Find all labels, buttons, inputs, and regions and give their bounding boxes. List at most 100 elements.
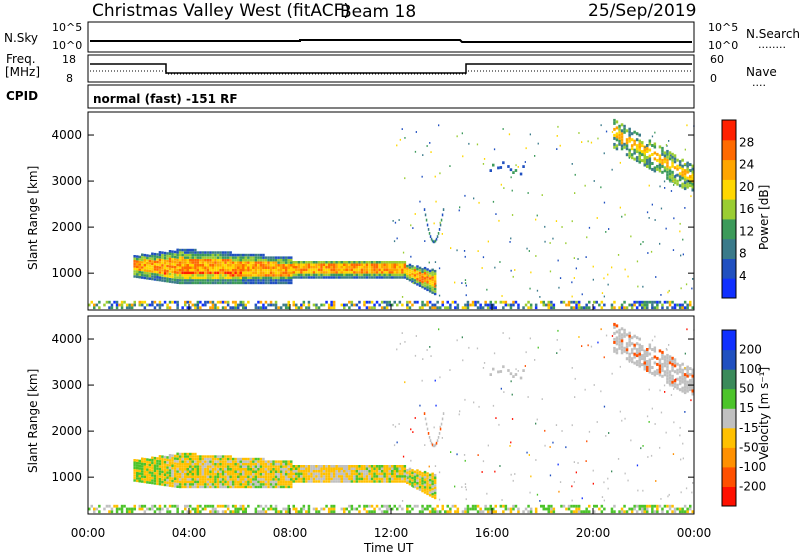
power-cell: [628, 127, 631, 131]
power-cell: [237, 256, 240, 259]
velocity-cell: [678, 379, 682, 383]
power-cell: [216, 271, 220, 275]
velocity-cell: [191, 478, 194, 481]
velocity-cell: [574, 377, 576, 380]
power-cell: [148, 269, 152, 273]
power-cell: [487, 240, 489, 243]
power-cell: [605, 231, 607, 233]
power-cell: [671, 158, 674, 162]
power-cell: [338, 261, 341, 264]
velocity-cell: [428, 436, 431, 439]
power-cell: [666, 170, 669, 174]
velocity-cell: [620, 510, 624, 514]
power-cell: [269, 279, 273, 282]
power-cell: [163, 264, 167, 267]
velocity-cell: [340, 507, 343, 511]
velocity-cell: [638, 364, 641, 368]
velocity-cell: [242, 510, 245, 514]
power-cell: [297, 271, 301, 274]
velocity-cell: [663, 504, 667, 508]
velocity-cell: [630, 336, 634, 340]
power-cell: [421, 306, 424, 310]
power-cell: [661, 161, 664, 165]
power-cell: [503, 187, 505, 189]
power-cell: [428, 279, 432, 283]
power-cell: [547, 300, 550, 304]
velocity-cell: [338, 475, 341, 478]
power-cell: [244, 306, 247, 310]
power-cell: [441, 213, 444, 217]
power-cell: [254, 253, 258, 257]
velocity-cell: [510, 441, 512, 444]
power-cell: [620, 144, 624, 148]
power-cell: [209, 258, 212, 262]
velocity-cell: [151, 476, 154, 480]
velocity-cell: [234, 473, 237, 476]
velocity-cell: [373, 477, 376, 481]
power-cell: [691, 173, 694, 177]
power-cell: [168, 255, 172, 258]
power-cell: [535, 218, 537, 221]
power-cell: [668, 172, 672, 176]
power-cell: [422, 154, 424, 156]
velocity-cell: [542, 504, 545, 508]
velocity-colorbar-tick-label: -15: [739, 421, 759, 435]
velocity-cell: [239, 460, 242, 463]
power-cell: [292, 273, 295, 277]
power-cell: [486, 306, 490, 310]
velocity-cell: [562, 504, 566, 508]
velocity-cell: [431, 510, 434, 514]
power-cell: [224, 269, 227, 272]
velocity-cell: [522, 510, 525, 514]
velocity-cell: [244, 465, 247, 468]
velocity-cell: [257, 457, 260, 461]
velocity-cell: [423, 470, 427, 474]
power-cell: [585, 256, 587, 258]
velocity-cell: [426, 492, 429, 496]
velocity-cell: [663, 361, 667, 365]
velocity-cell: [178, 460, 182, 463]
power-cell: [287, 281, 290, 285]
power-cell: [671, 161, 674, 165]
velocity-cell: [424, 444, 426, 446]
power-cell: [284, 281, 288, 285]
velocity-cell: [418, 480, 422, 484]
velocity-cell: [431, 482, 434, 486]
velocity-cell: [433, 491, 437, 495]
power-cell: [545, 303, 548, 307]
velocity-cell: [567, 507, 571, 511]
power-cell: [234, 253, 237, 257]
velocity-cell: [360, 472, 364, 476]
power-cell: [416, 270, 419, 273]
velocity-cell: [385, 465, 389, 468]
velocity-cell: [428, 483, 432, 487]
power-cell: [465, 294, 467, 297]
power-cell: [158, 251, 162, 254]
velocity-cell: [252, 460, 255, 463]
velocity-cell: [401, 477, 404, 481]
velocity-cell: [161, 480, 164, 484]
velocity-cell: [226, 475, 230, 479]
velocity-cell: [277, 470, 280, 473]
power-cell: [226, 274, 230, 277]
velocity-cell: [593, 504, 596, 508]
velocity-cell: [201, 462, 205, 466]
velocity-cell: [668, 493, 670, 496]
power-cell: [628, 157, 630, 159]
power-cell: [663, 160, 667, 164]
power-cell: [310, 266, 313, 269]
power-cell: [437, 232, 440, 235]
power-cell: [178, 253, 182, 257]
velocity-cell: [365, 477, 369, 481]
velocity-cell: [431, 477, 434, 481]
power-cell: [206, 261, 210, 264]
velocity-cell: [221, 465, 225, 468]
velocity-cell: [201, 473, 205, 476]
power-cell: [613, 133, 616, 137]
power-cell: [244, 269, 247, 272]
power-cell: [373, 273, 376, 277]
velocity-cell: [158, 465, 162, 468]
velocity-cell: [414, 417, 416, 419]
velocity-cell: [267, 465, 270, 468]
